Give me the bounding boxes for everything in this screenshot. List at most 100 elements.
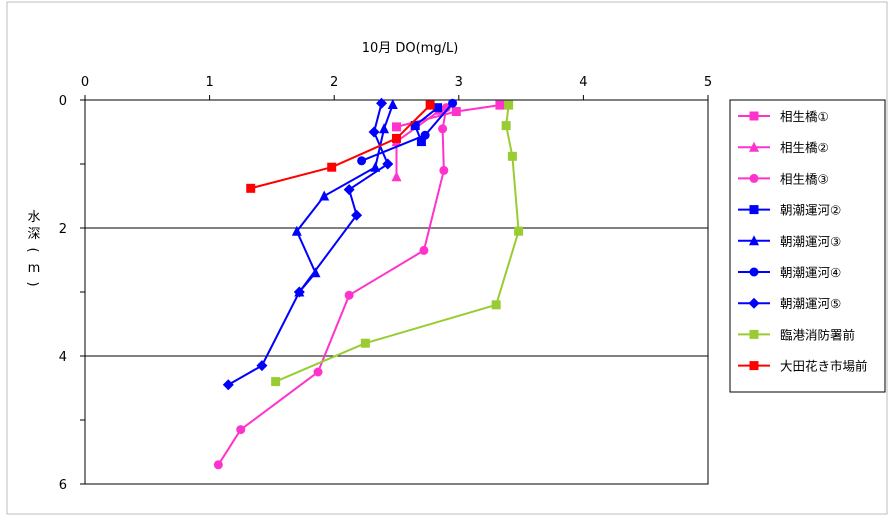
chart-title: 10月 DO(mg/L) <box>362 41 459 56</box>
x-axis-ticks: 0 1 2 3 4 5 <box>81 75 712 100</box>
data-point <box>392 122 401 132</box>
legend-marker <box>749 361 759 371</box>
data-point <box>319 190 330 201</box>
data-point <box>222 379 234 391</box>
x-tick-label-4: 4 <box>579 75 587 90</box>
data-point <box>382 158 394 170</box>
legend-entry-8: 臨港消防署前 <box>738 327 855 342</box>
data-point <box>368 126 380 138</box>
data-point <box>410 121 420 131</box>
legend-label: 相生橋① <box>780 109 829 124</box>
legend-entry-5: 朝潮運河③ <box>738 234 841 249</box>
data-point <box>327 162 337 172</box>
data-point <box>439 165 449 175</box>
legend-label: 朝潮運河② <box>780 203 841 218</box>
data-point <box>293 286 305 298</box>
data-point <box>387 98 398 109</box>
data-point <box>448 98 458 108</box>
series-7 <box>222 97 394 391</box>
series-9 <box>246 100 435 193</box>
data-point <box>370 161 381 172</box>
data-point <box>504 100 514 110</box>
data-point <box>451 107 461 117</box>
y-tick-label-6: 6 <box>59 478 67 493</box>
series-8 <box>271 100 524 387</box>
data-point <box>420 130 430 140</box>
legend-marker <box>749 329 759 339</box>
grid-lines <box>85 227 708 357</box>
legend-label: 朝潮運河⑤ <box>780 296 841 311</box>
y-tick-label-0: 0 <box>59 94 67 109</box>
data-point <box>271 377 281 387</box>
y-axis-label-char: ( <box>25 247 40 252</box>
y-axis-label-char: ) <box>25 281 40 286</box>
data-point <box>343 184 355 196</box>
series-lines <box>213 97 524 470</box>
data-point <box>313 367 323 377</box>
legend-entry-6: 朝潮運河④ <box>738 265 841 280</box>
legend-entry-3: 相生橋③ <box>738 171 829 186</box>
legend-label: 朝潮運河④ <box>780 265 841 280</box>
legend-label: 臨港消防署前 <box>780 327 855 342</box>
series-4 <box>410 103 443 147</box>
series-line <box>250 104 431 190</box>
data-point <box>291 225 302 236</box>
data-point <box>391 171 402 182</box>
legend-label: 朝潮運河③ <box>780 234 841 249</box>
legend-marker <box>749 111 759 121</box>
data-point <box>351 209 363 221</box>
data-point <box>256 360 268 372</box>
series-line <box>227 102 390 386</box>
data-point <box>360 338 370 348</box>
data-point <box>425 100 435 110</box>
data-point <box>236 425 246 435</box>
x-tick-label-3: 3 <box>455 75 463 90</box>
y-axis-label-char: 水 <box>27 210 40 225</box>
y-axis-label: 水深 ( m) <box>25 210 41 287</box>
y-tick-label-2: 2 <box>59 222 67 237</box>
data-point <box>392 133 401 143</box>
legend-marker <box>749 267 759 277</box>
legend-marker <box>749 205 759 215</box>
legend-marker <box>749 141 759 152</box>
x-tick-label-2: 2 <box>330 75 338 90</box>
legend-label: 大田花き市場前 <box>780 359 868 374</box>
x-tick-label-5: 5 <box>704 75 712 90</box>
data-point <box>376 97 388 109</box>
legend-entry-4: 朝潮運河② <box>738 203 841 218</box>
data-point <box>357 156 367 166</box>
y-axis-label-char: m <box>28 261 41 276</box>
series-3 <box>213 103 451 470</box>
legend-marker <box>749 173 759 183</box>
data-point <box>379 123 390 134</box>
series-6 <box>357 98 458 166</box>
y-axis-ticks: 0 2 4 6 <box>59 94 85 493</box>
data-point <box>507 151 517 161</box>
data-point <box>438 124 448 134</box>
data-point <box>416 137 426 147</box>
legend-entry-9: 大田花き市場前 <box>738 359 868 374</box>
data-point <box>491 300 501 310</box>
legend-label: 相生橋② <box>780 140 829 155</box>
legend-entry-2: 相生橋② <box>738 140 829 155</box>
data-point <box>344 290 354 300</box>
data-point <box>433 103 443 113</box>
legend-marker <box>748 297 760 309</box>
data-point <box>495 100 505 110</box>
data-point <box>441 103 451 113</box>
y-axis-label-char: 深 <box>27 227 40 242</box>
legend-box <box>729 99 886 393</box>
legend: 相生橋① 相生橋② 相生橋③ 朝潮運河② 朝潮運河③ 朝潮運河④ 朝潮運河⑤ 臨港消防署前大田… <box>738 109 868 374</box>
x-tick-label-1: 1 <box>205 75 213 90</box>
data-point <box>514 226 524 236</box>
data-point <box>213 460 223 470</box>
legend-entry-7: 朝潮運河⑤ <box>738 296 841 311</box>
legend-marker <box>749 235 759 246</box>
x-tick-label-0: 0 <box>81 75 89 90</box>
data-point <box>419 245 429 255</box>
legend-label: 相生橋③ <box>780 171 829 186</box>
data-point <box>246 183 256 193</box>
data-point <box>501 121 511 131</box>
series-line <box>217 107 448 466</box>
